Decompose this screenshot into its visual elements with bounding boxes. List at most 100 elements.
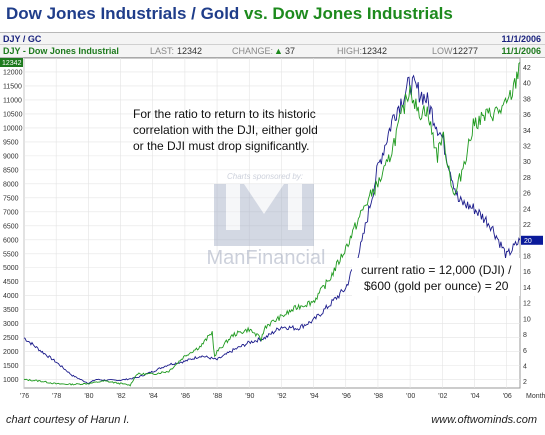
high-value: 12342 bbox=[362, 46, 388, 56]
footer-credit: chart courtesy of Harun I. bbox=[6, 414, 130, 426]
sponsor-watermark: Charts sponsored by: ManFinancial bbox=[207, 172, 326, 269]
ratio-series-line bbox=[23, 74, 521, 385]
chart-area: Charts sponsored by: ManFinancial 1000 15… bbox=[0, 57, 545, 400]
left-tick-label: 9500 bbox=[3, 139, 19, 146]
left-tick-label: 9000 bbox=[3, 153, 19, 160]
header-row-ratio: DJY / GC 11/1/2006 bbox=[0, 32, 545, 45]
right-tick-label: 8 bbox=[523, 332, 527, 339]
right-tick-label: 30 bbox=[523, 159, 531, 166]
left-tick-label: 10000 bbox=[3, 125, 23, 132]
ratio-line-1: current ratio = 12,000 (DJI) / bbox=[361, 263, 512, 277]
left-tick-label: 7500 bbox=[3, 195, 19, 202]
watermark-brand: ManFinancial bbox=[207, 247, 326, 269]
right-tick-label: 18 bbox=[523, 254, 531, 261]
footer-url: www.oftwominds.com bbox=[431, 414, 537, 426]
left-tick-label: 10500 bbox=[3, 111, 23, 118]
left-tick-label: 3000 bbox=[3, 321, 19, 328]
last-value-marker-left: 12342 bbox=[0, 58, 23, 67]
note-line-2: correlation with the DJI, either gold bbox=[133, 123, 318, 137]
high-label: HIGH: bbox=[337, 46, 363, 56]
right-tick-label: 32 bbox=[523, 144, 531, 151]
change-value: 37 bbox=[285, 46, 296, 56]
left-tick-label: 6000 bbox=[3, 237, 19, 244]
change-label: CHANGE: bbox=[232, 46, 274, 56]
left-tick-label: 4000 bbox=[3, 293, 19, 300]
left-tick-label: 5500 bbox=[3, 251, 19, 258]
title-bar: Dow Jones Industrials / Gold vs. Dow Jon… bbox=[0, 0, 545, 30]
djia-series-line bbox=[23, 62, 521, 387]
right-tick-label: 24 bbox=[523, 206, 531, 213]
ratio-symbol: DJY / GC bbox=[3, 34, 42, 44]
left-tick-label: 11000 bbox=[3, 97, 22, 104]
x-tick-label: '84 bbox=[149, 393, 158, 400]
right-tick-label: 6 bbox=[523, 348, 527, 355]
x-tick-label: '78 bbox=[52, 393, 61, 400]
x-tick-label: '80 bbox=[84, 393, 93, 400]
right-tick-label: 42 bbox=[523, 65, 531, 72]
x-tick-label: '06 bbox=[503, 393, 512, 400]
note-line-1: For the ratio to return to its historic bbox=[133, 107, 316, 121]
current-ratio-marker-right: 20 bbox=[521, 235, 543, 245]
x-tick-label: '92 bbox=[277, 393, 286, 400]
watermark-caption: Charts sponsored by: bbox=[227, 172, 303, 181]
x-tick-label: '86 bbox=[181, 393, 190, 400]
left-tick-label: 7000 bbox=[3, 209, 19, 216]
note-line-3: or the DJI must drop significantly. bbox=[133, 139, 310, 153]
x-tick-label: '96 bbox=[342, 393, 351, 400]
right-tick-label: 26 bbox=[523, 191, 531, 198]
last-value-marker-label: 12342 bbox=[2, 60, 22, 67]
note-annotation: For the ratio to return to its historic … bbox=[133, 107, 318, 153]
right-tick-label: 36 bbox=[523, 112, 531, 119]
x-tick-label: '94 bbox=[310, 393, 319, 400]
left-tick-label: 4500 bbox=[3, 279, 19, 286]
left-tick-label: 2000 bbox=[3, 349, 19, 356]
x-tick-label: '88 bbox=[213, 393, 222, 400]
left-tick-label: 11500 bbox=[3, 83, 22, 90]
left-tick-label: 8500 bbox=[3, 167, 19, 174]
right-tick-label: 28 bbox=[523, 175, 531, 182]
x-tick-label: '00 bbox=[406, 393, 415, 400]
right-tick-label: 34 bbox=[523, 128, 531, 135]
x-tick-label: '82 bbox=[117, 393, 126, 400]
right-tick-label: 10 bbox=[523, 316, 531, 323]
current-ratio-marker-label: 20 bbox=[524, 238, 532, 245]
ratio-line-2: $600 (gold per ounce) = 20 bbox=[364, 279, 509, 293]
manfinancial-logo bbox=[214, 184, 314, 246]
x-tick-label: Month bbox=[526, 393, 545, 400]
left-tick-label: 1000 bbox=[3, 377, 19, 384]
right-tick-label: 40 bbox=[523, 81, 531, 88]
left-tick-label: 2500 bbox=[3, 335, 19, 342]
chart-title: Dow Jones Industrials / Gold vs. Dow Jon… bbox=[6, 4, 453, 24]
left-tick-label: 3500 bbox=[3, 307, 19, 314]
x-tick-label: '02 bbox=[438, 393, 447, 400]
title-vs-text: vs. Dow Jones Industrials bbox=[244, 4, 453, 23]
right-tick-label: 12 bbox=[523, 301, 531, 308]
right-axis: 24681012141618202224262830323436384042 bbox=[523, 65, 531, 386]
x-tick-label: '90 bbox=[245, 393, 254, 400]
right-tick-label: 4 bbox=[523, 364, 527, 371]
x-tick-label: '76 bbox=[20, 393, 29, 400]
left-tick-label: 8000 bbox=[3, 181, 19, 188]
ratio-annotation: current ratio = 12,000 (DJI) / $600 (gol… bbox=[352, 258, 520, 296]
left-axis: 1000 1500 2000 2500 3000 3500 4000 4500 5000 5500… bbox=[3, 69, 23, 384]
ratio-date: 11/1/2006 bbox=[501, 34, 541, 44]
right-tick-label: 22 bbox=[523, 222, 531, 229]
title-main-text: Dow Jones Industrials / Gold bbox=[6, 4, 240, 23]
last-label: LAST: bbox=[150, 46, 175, 56]
low-value: 12277 bbox=[453, 46, 479, 56]
change-up-icon: ▲ bbox=[274, 46, 283, 56]
left-tick-label: 12000 bbox=[3, 69, 23, 76]
x-axis: '76 '78 '80 '82 '84 '86 '88 '90 '92 '94 '96 '98 '00 '… bbox=[20, 393, 545, 400]
left-tick-label: 1500 bbox=[3, 363, 19, 370]
djia-date: 11/1/2006 bbox=[501, 46, 541, 56]
x-tick-label: '04 bbox=[470, 393, 479, 400]
right-tick-label: 14 bbox=[523, 285, 531, 292]
left-tick-label: 6500 bbox=[3, 223, 19, 230]
right-tick-label: 2 bbox=[523, 379, 527, 386]
low-label: LOW: bbox=[432, 46, 455, 56]
left-tick-label: 5000 bbox=[3, 265, 19, 272]
djia-symbol: DJY - Dow Jones Industrial bbox=[3, 46, 119, 56]
right-tick-label: 38 bbox=[523, 96, 531, 103]
last-value: 12342 bbox=[177, 46, 203, 56]
header-row-djia: DJY - Dow Jones Industrial LAST: 12342 C… bbox=[0, 44, 545, 58]
